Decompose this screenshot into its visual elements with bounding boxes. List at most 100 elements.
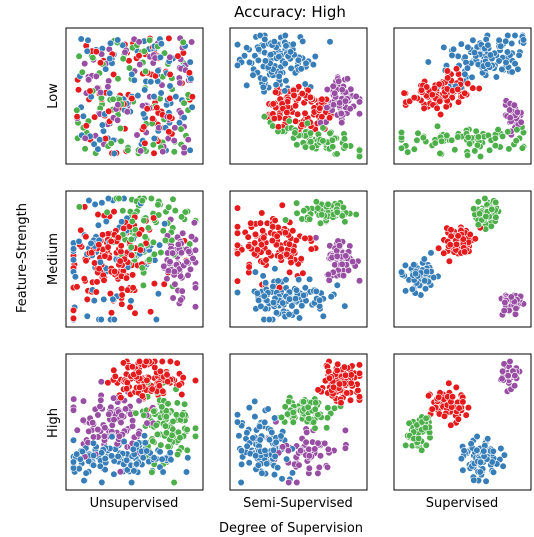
scatter-point-purple [355,98,364,106]
scatter-point-red [445,257,454,265]
scatter-point-red [131,309,139,317]
scatter-point-green [474,133,483,141]
scatter-point-red [122,385,131,393]
scatter-point-blue [427,249,435,257]
scatter-point-red [452,240,461,248]
scatter-point-red [454,232,462,240]
y-axis-label: Feature-Strength [15,203,30,313]
scatter-point-blue [251,413,259,421]
scatter-point-purple [178,287,186,295]
scatter-point-blue [240,52,249,60]
scatter-point-green [355,146,364,154]
scatter-point-red [259,227,267,235]
scatter-point-blue [158,455,166,463]
scatter-point-blue [326,38,334,46]
scatter-point-green [75,203,83,211]
scatter-point-blue [73,450,81,458]
scatter-point-red [98,231,107,239]
scatter-point-purple [115,432,123,440]
scatter-point-blue [473,432,481,441]
scatter-point-blue [278,475,286,483]
scatter-point-red [175,381,183,389]
scatter-point-blue [265,315,273,324]
scatter-point-red [272,88,280,96]
scatter-point-red [428,405,436,413]
scatter-point-blue [130,467,138,475]
scatter-point-green [438,137,446,145]
scatter-point-blue [319,312,327,320]
scatter-point-blue [271,452,279,461]
scatter-point-blue [127,297,135,305]
scatter-point-blue [261,35,269,44]
scatter-point-red [158,357,166,366]
scatter-point-purple [500,307,508,315]
scatter-point-blue [180,113,188,122]
scatter-point-green [306,129,315,137]
scatter-point-blue [108,433,116,441]
scatter-point-green [191,424,200,432]
scatter-point-red [269,100,277,108]
scatter-point-green [419,134,427,142]
scatter-point-blue [89,451,98,460]
panel-medium-supervised [393,190,532,328]
scatter-point-blue [184,454,192,462]
scatter-point-blue [484,435,492,443]
scatter-point-red [245,242,253,250]
scatter-point-purple [184,271,192,279]
scatter-point-green [333,150,341,158]
scatter-point-purple [166,53,174,61]
scatter-point-red [466,230,474,239]
scatter-point-purple [84,76,93,84]
panel-frame [229,190,368,328]
scatter-point-blue [279,299,287,307]
scatter-point-blue [292,308,301,316]
panel-high-semi-supervised [229,353,368,491]
scatter-point-green [293,209,301,217]
scatter-point-blue [120,437,128,446]
scatter-point-purple [315,463,323,472]
scatter-point-purple [70,395,78,403]
scatter-point-green [491,134,499,142]
scatter-point-red [104,379,112,387]
scatter-point-red [165,128,173,136]
scatter-point-purple [279,443,287,451]
scatter-point-red [471,235,479,243]
scatter-point-red [455,404,463,412]
scatter-point-blue [251,397,259,406]
scatter-point-purple [342,252,350,260]
scatter-point-blue [87,239,95,247]
scatter-point-red [135,368,143,376]
scatter-point-blue [98,478,106,487]
scatter-point-blue [106,54,114,63]
scatter-point-purple [183,258,191,266]
scatter-point-blue [114,36,122,44]
scatter-point-red [325,374,334,382]
scatter-point-red [340,363,349,371]
scatter-point-blue [254,56,262,65]
scatter-point-red [436,97,444,105]
scatter-point-purple [314,469,322,478]
panel-frame [65,27,204,165]
scatter-point-red [129,284,137,292]
scatter-point-blue [484,60,492,69]
scatter-point-blue [237,447,246,455]
scatter-point-green [160,49,169,57]
scatter-point-blue [69,464,78,472]
scatter-point-purple [94,411,102,419]
scatter-point-green [109,95,117,103]
scatter-point-green [487,222,495,230]
scatter-point-green [413,136,421,144]
scatter-point-red [110,208,118,216]
scatter-point-blue [271,265,279,273]
scatter-point-green [159,227,167,235]
scatter-point-purple [335,242,344,250]
scatter-point-purple [174,240,182,249]
scatter-point-green [312,399,320,407]
scatter-point-blue [275,53,283,61]
scatter-point-purple [170,137,178,145]
scatter-point-red [101,135,110,143]
panel-low-semi-supervised [229,27,368,165]
scatter-point-green [318,211,326,219]
scatter-point-red [417,86,426,94]
scatter-point-blue [156,53,164,62]
